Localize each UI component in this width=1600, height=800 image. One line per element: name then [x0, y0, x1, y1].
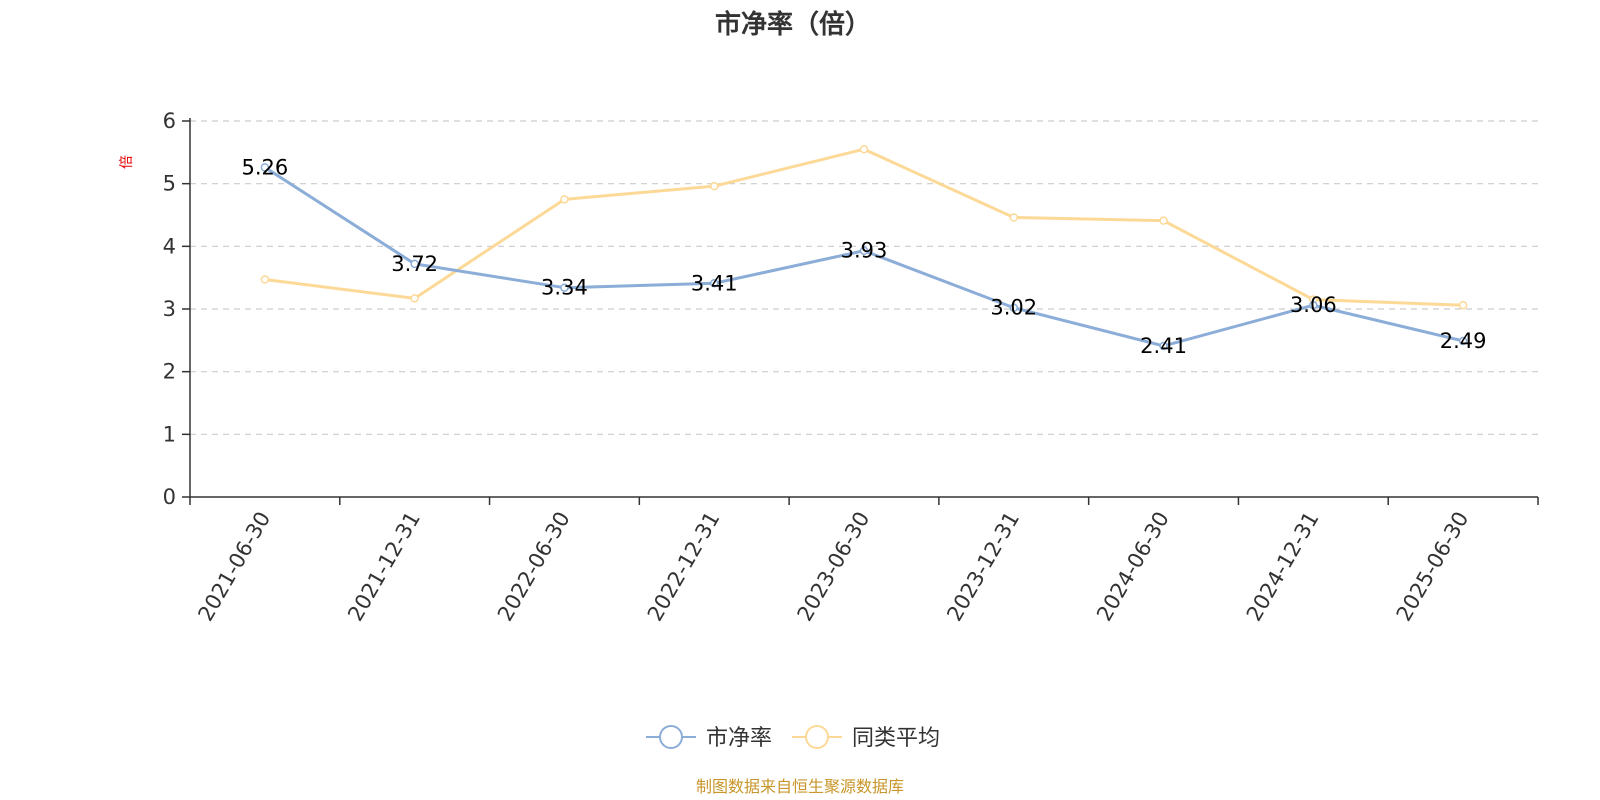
y-tick-label: 4 — [163, 234, 176, 258]
data-point — [260, 275, 270, 284]
legend-label: 同类平均 — [852, 726, 940, 751]
x-tick-label: 2022-12-31 — [643, 508, 725, 626]
x-tick-label: 2023-06-30 — [793, 508, 875, 626]
y-axis-unit: 倍 — [119, 155, 135, 169]
y-tick-label: 3 — [163, 297, 176, 321]
x-tick-label: 2024-12-31 — [1242, 508, 1324, 626]
data-point — [1458, 336, 1468, 346]
chart-title: 市净率（倍） — [715, 9, 871, 40]
data-point — [410, 294, 419, 303]
legend-marker — [805, 725, 830, 749]
data-label: 3.34 — [541, 276, 588, 300]
data-label: 2.49 — [1440, 329, 1487, 353]
x-tick-label: 2021-12-31 — [343, 507, 425, 625]
x-tick-label: 2025-06-30 — [1392, 508, 1474, 626]
data-point — [1458, 300, 1468, 310]
data-point — [1309, 300, 1318, 310]
data-point — [1009, 303, 1019, 312]
y-tick-label: 1 — [163, 422, 176, 446]
data-point — [1159, 216, 1168, 225]
data-point — [410, 259, 419, 269]
data-label: 3.02 — [990, 296, 1037, 320]
series-line — [264, 147, 1464, 307]
data-point — [709, 279, 719, 288]
x-tick-label: 2021-06-30 — [193, 508, 275, 626]
x-tick-label: 2022-06-30 — [493, 508, 575, 626]
y-tick-label: 5 — [163, 172, 176, 196]
x-tick-label: 2023-12-31 — [942, 508, 1024, 626]
data-label: 3.72 — [391, 252, 438, 276]
data-label: 3.41 — [691, 271, 738, 295]
data-point — [1159, 341, 1168, 351]
data-label: 2.41 — [1140, 334, 1187, 358]
y-tick-label: 6 — [163, 109, 176, 133]
data-point — [560, 283, 569, 292]
data-point — [1009, 213, 1019, 222]
y-tick-label: 0 — [163, 485, 176, 509]
data-point — [560, 195, 569, 204]
data-label: 5.26 — [242, 155, 289, 179]
data-point — [709, 181, 719, 191]
data-label: 3.06 — [1290, 293, 1337, 317]
data-source-note: 制图数据来自恒生聚源数据库 — [696, 777, 904, 796]
data-point — [859, 144, 869, 154]
y-tick-label: 2 — [163, 360, 176, 384]
x-tick-label: 2024-06-30 — [1092, 508, 1174, 626]
data-point — [859, 246, 869, 255]
data-label: 3.93 — [841, 239, 888, 263]
legend-marker — [659, 725, 683, 749]
legend-label: 市净率 — [706, 726, 772, 751]
data-point — [260, 163, 270, 172]
